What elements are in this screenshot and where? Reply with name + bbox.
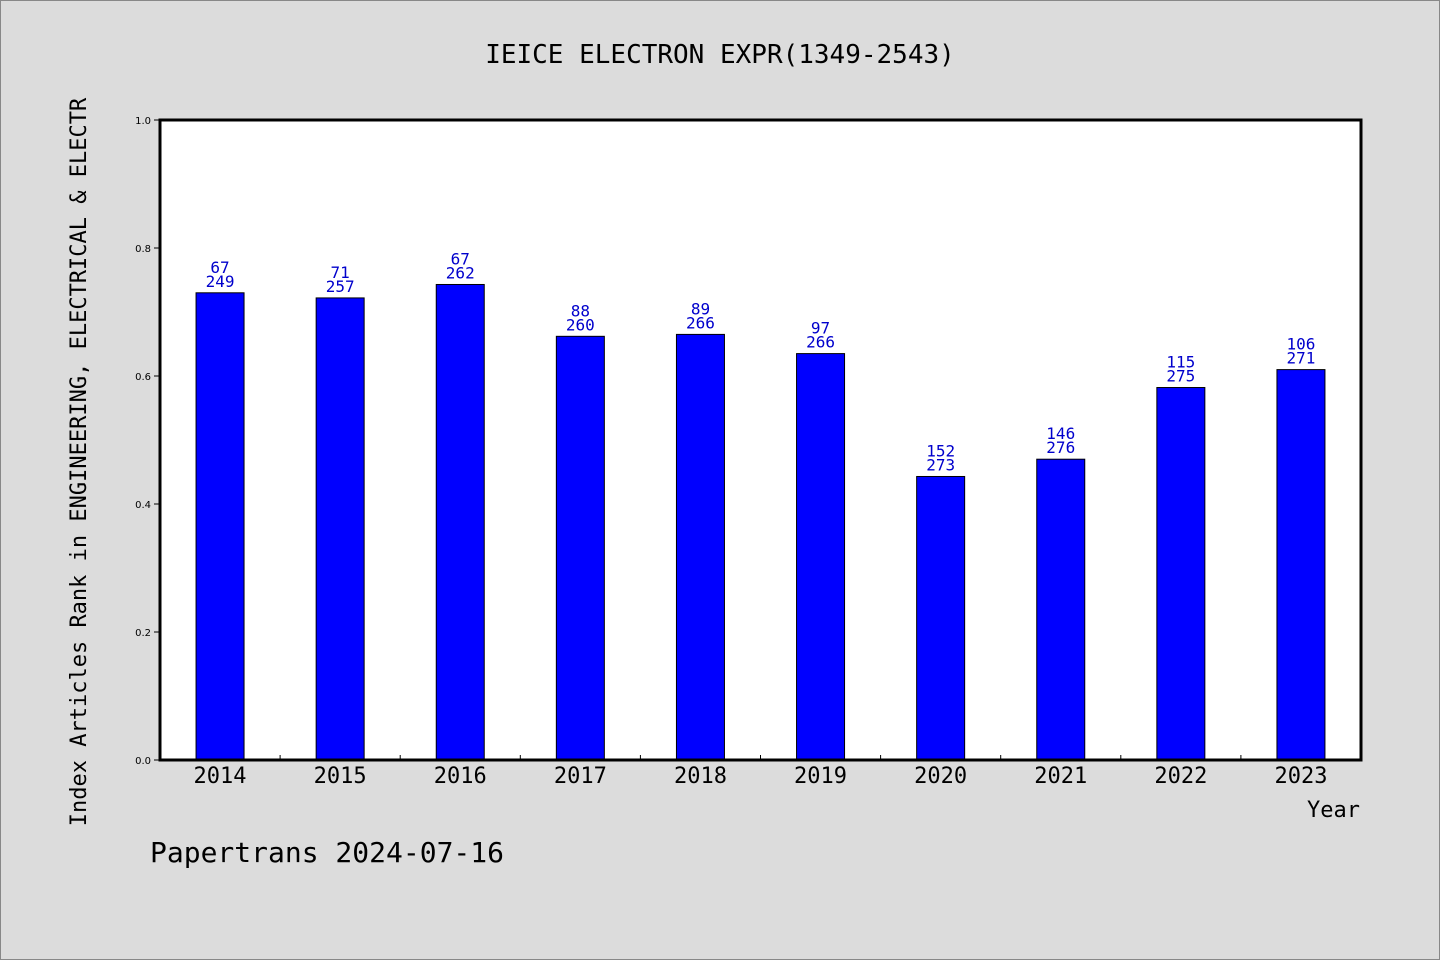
rank-label-2014: 67 — [210, 258, 229, 277]
total-label-2023: 271 — [1286, 349, 1315, 368]
total-label-2019: 266 — [806, 333, 835, 352]
bar-2017 — [555, 335, 605, 761]
footer-text: Papertrans 2024-07-16 — [150, 836, 504, 869]
bars-group — [195, 283, 1326, 761]
y-tick-label-0.0: 0.0 — [135, 756, 151, 767]
y-tick-label-1.0: 1.0 — [135, 116, 151, 127]
y-tick-label-0.4: 0.4 — [135, 500, 151, 511]
rank-label-2017: 88 — [571, 301, 590, 320]
total-label-2015: 257 — [326, 277, 355, 296]
x-tick-label-2015: 2015 — [314, 764, 367, 789]
rank-label-2016: 67 — [451, 249, 470, 268]
bar-2019 — [796, 353, 846, 761]
total-label-2021: 276 — [1046, 438, 1075, 457]
rank-label-2021: 146 — [1046, 424, 1075, 443]
total-label-2020: 273 — [926, 455, 955, 474]
x-tick-label-2017: 2017 — [554, 764, 607, 789]
total-label-2016: 262 — [446, 263, 475, 282]
bar-2014 — [195, 292, 245, 761]
x-tick-label-2020: 2020 — [914, 764, 967, 789]
x-tick-label-2023: 2023 — [1274, 764, 1327, 789]
y-tick-label-0.8: 0.8 — [135, 244, 151, 255]
total-label-2014: 249 — [206, 272, 235, 291]
bar-2023 — [1276, 369, 1326, 761]
y-axis: 0.0 0.2 0.4 0.6 0.8 1.0 — [135, 116, 160, 767]
total-label-2017: 260 — [566, 315, 595, 334]
total-label-2018: 266 — [686, 313, 715, 332]
rank-label-2018: 89 — [691, 299, 710, 318]
bar-2021 — [1036, 458, 1086, 761]
y-tick-label-0.2: 0.2 — [135, 628, 151, 639]
rank-label-2019: 97 — [811, 319, 830, 338]
x-tick-label-2022: 2022 — [1154, 764, 1207, 789]
rank-label-2022: 115 — [1166, 353, 1195, 372]
y-tick-label-0.6: 0.6 — [135, 372, 151, 383]
bar-2022 — [1156, 387, 1206, 761]
rank-label-2023: 106 — [1286, 335, 1315, 354]
bar-2020 — [916, 475, 966, 761]
bar-2018 — [675, 333, 725, 761]
rank-label-2015: 71 — [331, 263, 350, 282]
x-tick-label-2019: 2019 — [794, 764, 847, 789]
x-tick-label-2021: 2021 — [1034, 764, 1087, 789]
x-tick-label-2016: 2016 — [434, 764, 487, 789]
bar-2015 — [315, 297, 365, 761]
x-tick-label-2018: 2018 — [674, 764, 727, 789]
total-label-2022: 275 — [1166, 367, 1195, 386]
x-axis-label: Year — [1307, 798, 1360, 823]
chart-title: IEICE ELECTRON EXPR(1349-2543) — [485, 40, 955, 70]
y-axis-label: Index Articles Rank in ENGINEERING, ELEC… — [67, 97, 92, 826]
x-tick-label-2014: 2014 — [194, 764, 247, 789]
rank-label-2020: 152 — [926, 441, 955, 460]
x-axis: 2014 2015 2016 2017 2018 2019 2020 2021 2022 2023 — [194, 755, 1327, 789]
bar-2016 — [435, 283, 485, 761]
